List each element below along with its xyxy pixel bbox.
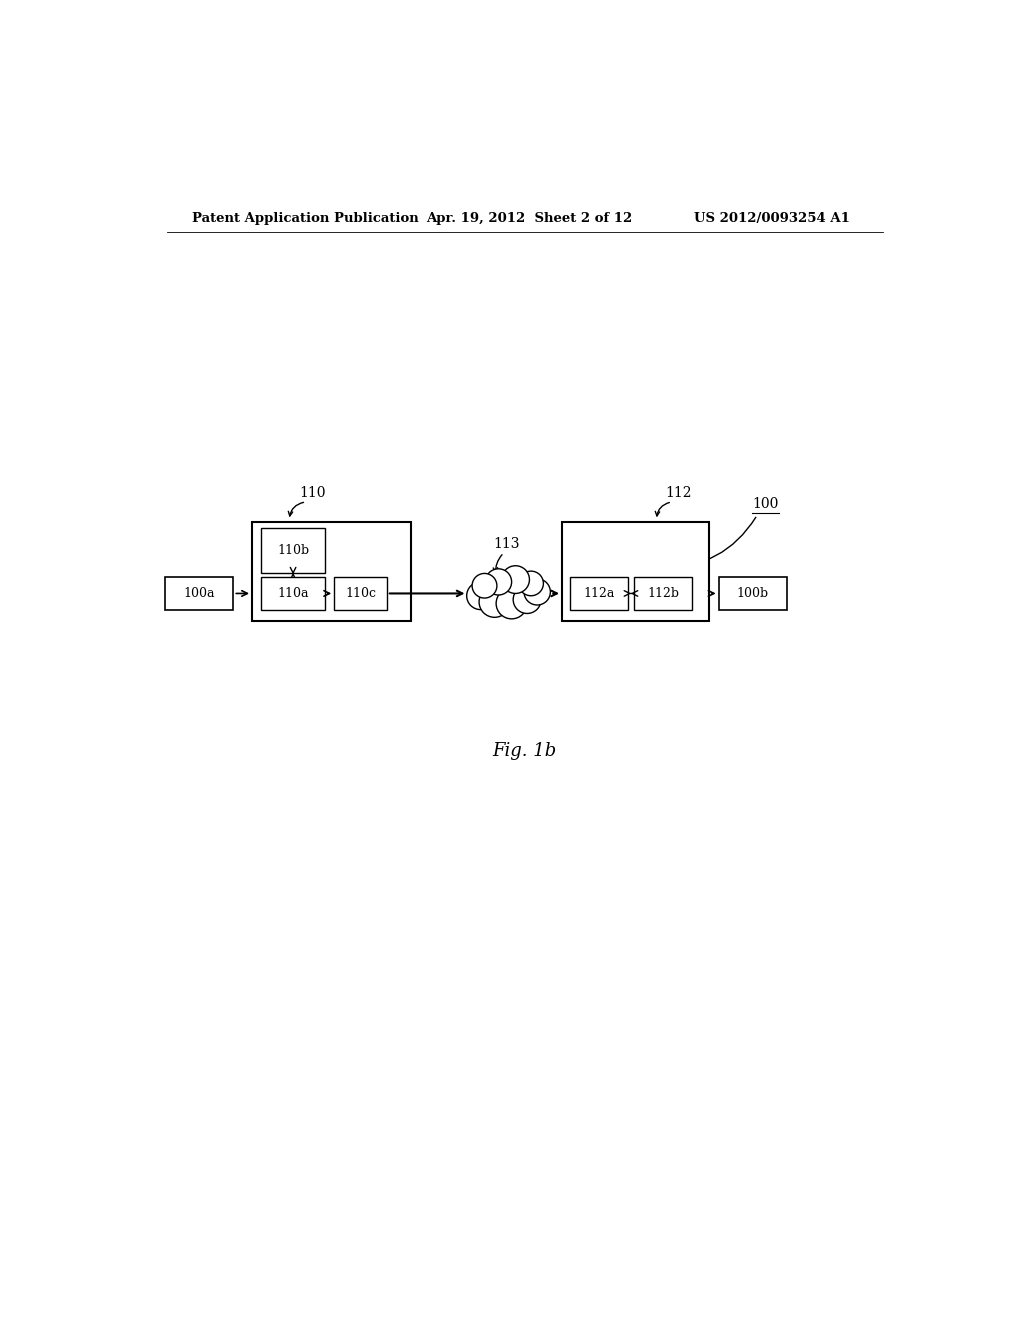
Circle shape [502, 566, 529, 594]
Text: 112b: 112b [647, 587, 679, 601]
Bar [562, 521, 710, 622]
Text: 112a: 112a [583, 587, 614, 601]
Circle shape [518, 572, 544, 595]
Text: 100: 100 [752, 498, 778, 511]
Circle shape [467, 582, 495, 610]
Circle shape [513, 586, 541, 614]
FancyArrowPatch shape [494, 554, 502, 572]
FancyArrowPatch shape [289, 503, 303, 516]
Bar [252, 521, 411, 622]
Text: US 2012/0093254 A1: US 2012/0093254 A1 [693, 213, 850, 224]
Text: 113: 113 [493, 537, 519, 552]
Text: 110: 110 [299, 486, 326, 500]
Bar [634, 577, 692, 610]
Bar [569, 577, 628, 610]
Circle shape [524, 578, 550, 605]
Text: Apr. 19, 2012  Sheet 2 of 12: Apr. 19, 2012 Sheet 2 of 12 [426, 213, 633, 224]
Text: 100a: 100a [183, 587, 215, 601]
FancyArrowPatch shape [655, 503, 670, 516]
Bar [334, 577, 387, 610]
Text: 110a: 110a [278, 587, 309, 601]
Bar [719, 577, 786, 610]
Circle shape [479, 586, 510, 618]
Text: 100b: 100b [736, 587, 769, 601]
Bar [261, 528, 325, 573]
Text: 110c: 110c [345, 587, 376, 601]
Circle shape [472, 573, 497, 598]
Bar [165, 577, 233, 610]
Text: 110b: 110b [278, 544, 309, 557]
Circle shape [485, 569, 512, 595]
FancyArrowPatch shape [664, 517, 756, 570]
Text: Patent Application Publication: Patent Application Publication [191, 213, 418, 224]
Bar [261, 577, 325, 610]
Text: Fig. 1b: Fig. 1b [493, 742, 557, 760]
Text: 112: 112 [665, 486, 691, 500]
Circle shape [496, 589, 527, 619]
